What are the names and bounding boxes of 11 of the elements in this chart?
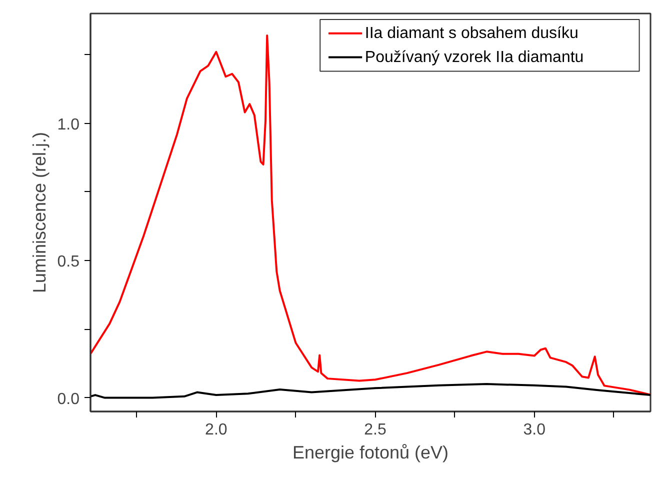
legend-label: IIa diamant s obsahem dusíku: [364, 24, 578, 42]
line-series: [90, 383, 650, 399]
x-tick-label: 2.0: [205, 422, 228, 438]
x-tick-label: 3.0: [523, 422, 546, 438]
y-tick-label: 0.5: [57, 254, 80, 271]
x-axis-title: Energie fotonů (eV): [292, 442, 449, 462]
x-tick-label: 2.5: [364, 422, 386, 438]
y-axis-title: Luminiscence (rel.j.): [29, 132, 50, 294]
legend-label: Používaný vzorek IIa diamantu: [364, 48, 584, 66]
y-tick-label: 0.0: [57, 390, 80, 408]
y-tick-label: 1.0: [57, 116, 80, 134]
